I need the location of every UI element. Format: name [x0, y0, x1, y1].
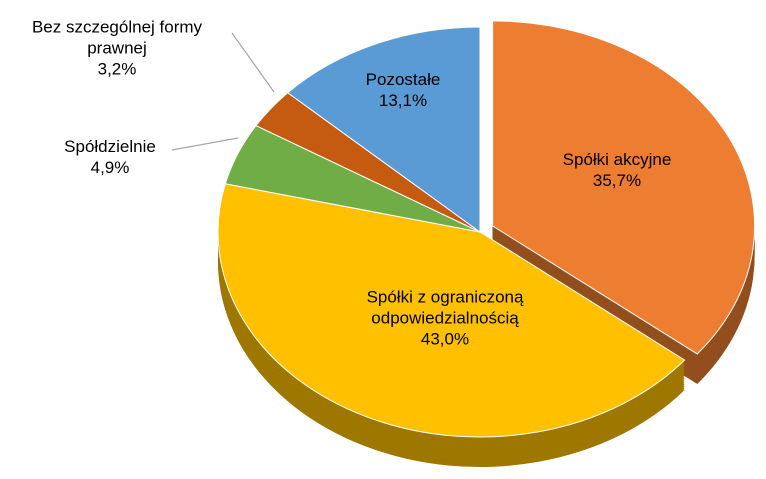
leader-line [231, 32, 275, 93]
leader-line [171, 137, 239, 151]
slice [286, 26, 481, 233]
slice-label: Pozostałe 13,1% [323, 69, 483, 111]
value-label: 43,0% [420, 329, 470, 349]
slice [217, 183, 686, 438]
slice [492, 20, 756, 355]
category-label: Spółki z ograniczoną odpowiedzialnością [366, 287, 524, 328]
category-label: Bez szczególnej formy prawnej [31, 17, 203, 58]
slice-label: Bez szczególnej formy prawnej 3,2% [2, 17, 232, 80]
category-label: Spółki akcyjne [562, 150, 672, 169]
value-label: 4,9% [90, 158, 130, 177]
slice-label: Spółdzielnie 4,9% [30, 136, 190, 178]
category-label: Pozostałe [365, 70, 441, 89]
value-label: 13,1% [378, 91, 428, 110]
slice-label: Spółki z ograniczoną odpowiedzialnością 4… [315, 287, 575, 350]
slice-label: Spółki akcyjne 35,7% [507, 149, 727, 191]
value-label: 35,7% [592, 171, 642, 190]
category-label: Spółdzielnie [64, 137, 156, 156]
value-label: 3,2% [97, 59, 137, 79]
